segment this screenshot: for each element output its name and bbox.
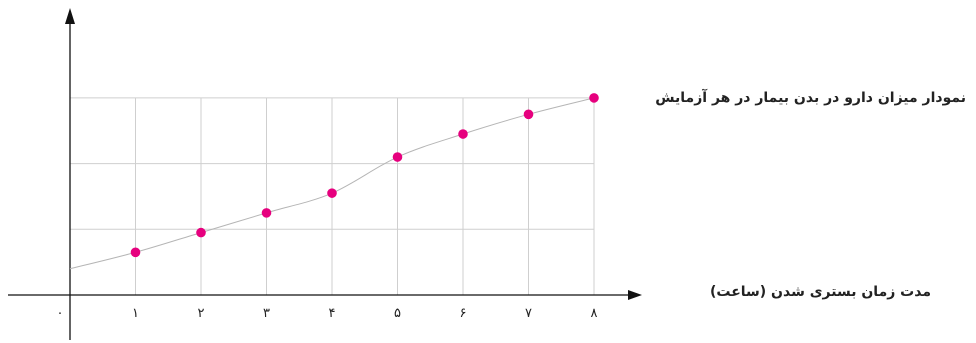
x-tick-label: ۶ (460, 306, 467, 321)
x-tick-label: ۸ (591, 306, 598, 321)
x-tick-label: ۱ (132, 306, 139, 321)
data-points (130, 93, 599, 258)
x-axis-arrow (628, 290, 642, 300)
data-point (261, 208, 272, 218)
x-tick-label: ۵ (394, 306, 401, 321)
x-tick-label: ۷ (525, 306, 532, 321)
data-point (589, 93, 599, 103)
data-point (130, 247, 141, 258)
x-tick-label: ۳ (263, 306, 270, 321)
chart-title: نمودار میزان دارو در بدن بیمار در هر آزم… (655, 90, 966, 106)
data-point (392, 152, 403, 162)
x-tick-labels: ۰ ۱ ۲ ۳ ۴ ۵ ۶ ۷ ۸ (57, 306, 598, 321)
x-axis-label: مدت زمان بستری شدن (ساعت) (709, 284, 931, 300)
y-axis-arrow (65, 8, 75, 24)
x-tick-label: ۲ (198, 306, 205, 321)
data-point (523, 109, 534, 120)
data-point (327, 188, 337, 198)
x-tick-label: ۴ (329, 306, 336, 321)
data-point (458, 129, 468, 139)
data-point (196, 227, 206, 238)
x-tick-label: ۰ (57, 306, 64, 321)
axes (8, 8, 642, 340)
